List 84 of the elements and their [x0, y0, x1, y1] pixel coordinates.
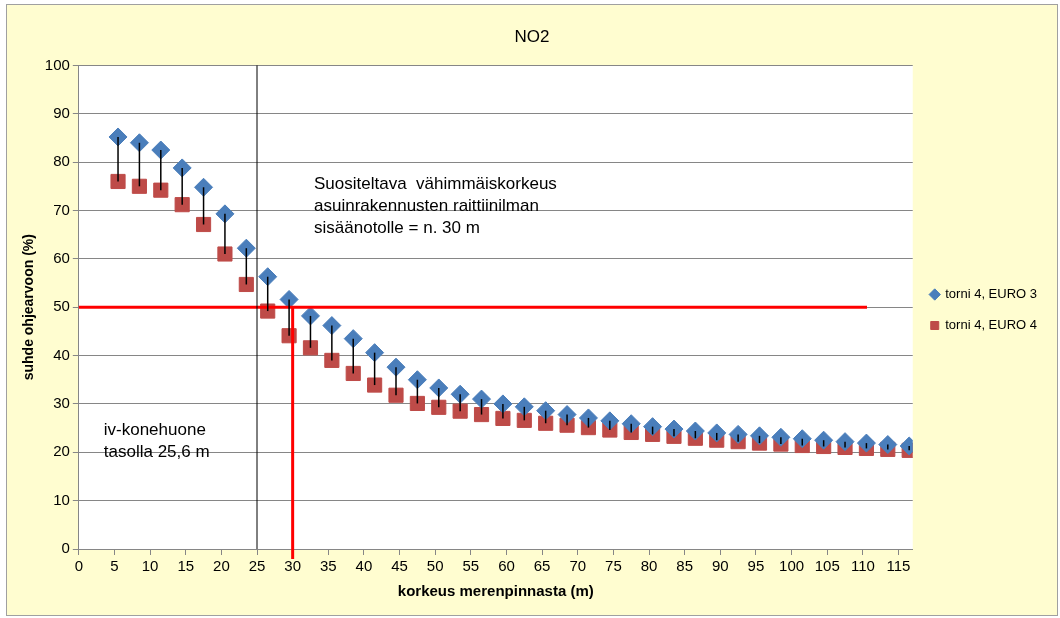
- x-axis-title: korkeus merenpinnasta (m): [397, 582, 594, 600]
- legend-label: torni 4, EURO 3: [945, 286, 1038, 302]
- point: [621, 414, 641, 434]
- x-tick-label: 70: [569, 557, 587, 575]
- point: [302, 340, 319, 356]
- point: [750, 426, 769, 446]
- point: [238, 276, 254, 293]
- point: [514, 397, 534, 417]
- point: [707, 423, 727, 443]
- x-tick-label: 30: [284, 557, 301, 575]
- point: [814, 430, 834, 450]
- y-tick-label: 50: [53, 297, 70, 315]
- x-tick-label: 5: [110, 557, 119, 575]
- point: [516, 412, 532, 428]
- point: [536, 401, 556, 421]
- y-axis-title: suhde ohjearvoon (%): [20, 234, 37, 381]
- chart-title: NO2: [514, 26, 550, 46]
- x-tick-label: 40: [355, 557, 373, 575]
- x-tick-label: 20: [213, 557, 230, 575]
- x-tick-label: 100: [779, 557, 805, 575]
- annotation: iv-konehuone tasolla 25,6 m: [103, 420, 210, 462]
- y-tick-label: 60: [53, 248, 70, 266]
- y-tick-label: 100: [44, 55, 70, 73]
- x-tick-label: 45: [391, 557, 408, 575]
- point: [195, 216, 212, 233]
- point: [856, 433, 876, 453]
- point: [643, 417, 663, 437]
- point: [452, 403, 468, 419]
- point: [194, 177, 214, 197]
- x-tick-label: 65: [533, 557, 551, 575]
- point: [792, 429, 812, 449]
- point: [300, 306, 320, 326]
- point: [407, 370, 427, 390]
- x-tick-label: 75: [605, 557, 622, 575]
- x-tick-label: 0: [74, 557, 83, 575]
- y-tick-label: 0: [61, 539, 70, 557]
- point: [685, 421, 705, 441]
- x-tick-label: 95: [747, 557, 765, 575]
- point: [324, 352, 340, 368]
- y-tick-label: 10: [53, 490, 70, 508]
- x-tick-label: 50: [426, 557, 444, 575]
- y-tick-label: 40: [53, 345, 70, 363]
- y-tick-label: 90: [53, 103, 70, 121]
- point: [664, 419, 684, 439]
- x-tick-label: 35: [319, 557, 337, 575]
- point: [388, 387, 404, 403]
- point: [495, 410, 511, 426]
- point: [345, 365, 361, 382]
- x-tick-label: 110: [850, 557, 875, 575]
- point: [258, 267, 278, 287]
- x-tick-label: 115: [886, 557, 911, 575]
- legend-label: torni 4, EURO 4: [945, 317, 1038, 333]
- point: [431, 399, 447, 415]
- point: [365, 343, 385, 363]
- point: [473, 406, 490, 423]
- point: [236, 238, 256, 258]
- x-tick-label: 25: [248, 557, 266, 575]
- point: [878, 435, 898, 455]
- x-tick-label: 80: [640, 557, 658, 575]
- point: [771, 427, 791, 447]
- x-tick-label: 15: [177, 557, 195, 575]
- x-tick-label: 90: [711, 557, 729, 575]
- point: [835, 432, 855, 452]
- y-tick-label: 70: [53, 200, 70, 218]
- point: [578, 408, 598, 428]
- x-tick-label: 55: [462, 557, 480, 575]
- point: [110, 173, 126, 190]
- x-tick-label: 105: [814, 557, 840, 575]
- point: [217, 246, 233, 262]
- y-tick-label: 20: [53, 442, 70, 460]
- point: [409, 395, 425, 412]
- point: [153, 182, 169, 198]
- x-tick-label: 85: [676, 557, 694, 575]
- annotation: Suositeltava vähimmäiskorkeus asuinrakennusten raittiinilman sisäänotolle = n. 30 m: [314, 173, 557, 237]
- y-tick-label: 80: [53, 152, 70, 170]
- point: [728, 424, 748, 444]
- point: [174, 197, 190, 213]
- point: [472, 389, 492, 409]
- x-tick-label: 60: [498, 557, 515, 575]
- point: [367, 377, 383, 393]
- y-tick-label: 30: [53, 394, 70, 412]
- x-tick-label: 10: [141, 557, 159, 575]
- point: [131, 178, 147, 194]
- point: [129, 133, 149, 153]
